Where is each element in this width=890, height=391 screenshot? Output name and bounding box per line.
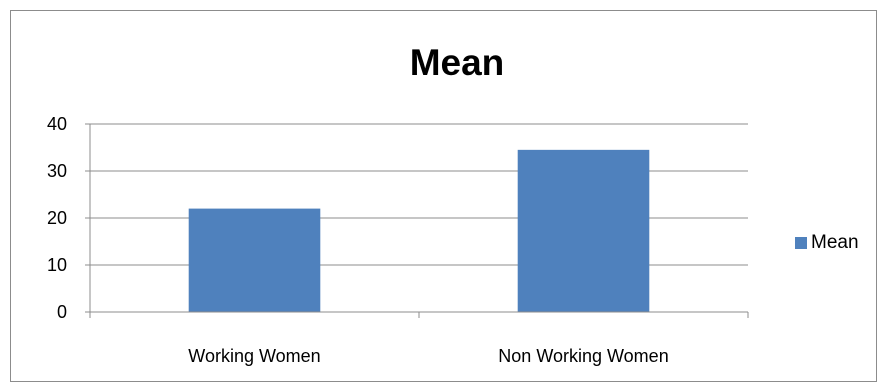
bars [188,149,650,312]
legend-swatch [795,237,807,249]
legend-label: Mean [811,232,859,253]
chart-title: Mean [409,42,505,83]
y-tick-label: 40 [47,114,67,134]
y-tick-label: 30 [47,161,67,181]
bar [517,149,650,312]
y-tick-label: 20 [47,208,67,228]
y-tick-label: 10 [47,255,67,275]
bar [188,208,321,312]
chart-frame [10,10,877,382]
x-tick-label: Working Women [188,346,320,366]
y-tick-label: 0 [57,302,67,322]
x-tick-labels: Working Women Non Working Women [188,346,668,366]
legend: Mean [795,232,859,254]
y-tick-labels: 0 10 20 30 40 [47,114,67,322]
axes [85,123,749,318]
x-tick-label: Non Working Women [498,346,668,366]
